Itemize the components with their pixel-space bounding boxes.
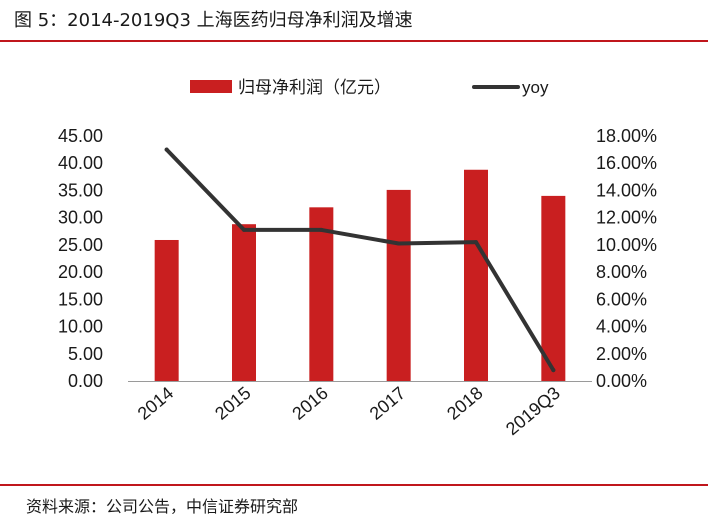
- right-tick-label: 2.00%: [596, 344, 647, 364]
- x-tick-label: 2017: [366, 383, 410, 424]
- left-tick-label: 15.00: [58, 289, 103, 309]
- right-tick-label: 6.00%: [596, 289, 647, 309]
- source-note: 资料来源：公司公告，中信证券研究部: [26, 497, 299, 516]
- bar: [309, 207, 334, 381]
- top-rule: [0, 40, 708, 42]
- legend-swatch-bar: [190, 80, 232, 93]
- bar: [386, 189, 411, 381]
- left-tick-label: 30.00: [58, 208, 103, 228]
- yoy-point: [319, 227, 324, 232]
- yoy-point: [474, 240, 478, 245]
- left-tick-label: 5.00: [68, 344, 103, 364]
- yoy-point: [164, 147, 169, 152]
- figure-title: 图 5：2014-2019Q3 上海医药归母净利润及增速: [14, 10, 413, 31]
- left-tick-label: 0.00: [68, 371, 103, 391]
- yoy-point: [551, 368, 556, 373]
- left-tick-label: 10.00: [58, 317, 103, 337]
- bar-series: [154, 169, 566, 381]
- bar: [541, 195, 566, 381]
- x-tick-label: 2019Q3: [502, 383, 564, 439]
- right-tick-label: 10.00%: [596, 235, 657, 255]
- right-tick-label: 16.00%: [596, 153, 657, 173]
- chart: 归母净利润（亿元） yoy 0.00 5.00 10.00 15.00 20.00 25.…: [58, 78, 657, 439]
- left-tick-label: 20.00: [58, 262, 103, 282]
- right-tick-label: 12.00%: [596, 208, 657, 228]
- legend-label-bar: 归母净利润（亿元）: [238, 78, 391, 97]
- bottom-rule: [0, 484, 708, 486]
- yoy-line: [164, 147, 556, 373]
- right-tick-label: 18.00%: [596, 126, 657, 146]
- x-tick-label: 2014: [134, 383, 178, 424]
- legend-label-line: yoy: [522, 78, 549, 97]
- yoy-point: [396, 241, 401, 246]
- right-tick-label: 0.00%: [596, 371, 647, 391]
- left-tick-label: 25.00: [58, 235, 103, 255]
- left-tick-label: 35.00: [58, 180, 103, 200]
- right-axis: 0.00% 2.00% 4.00% 6.00% 8.00% 10.00% 12.00% 14.…: [596, 126, 657, 391]
- x-tick-label: 2016: [288, 383, 332, 424]
- bar: [464, 169, 488, 381]
- yoy-point: [242, 227, 246, 232]
- left-tick-label: 45.00: [58, 126, 103, 146]
- right-tick-label: 14.00%: [596, 180, 657, 200]
- right-tick-label: 8.00%: [596, 262, 647, 282]
- x-tick-label: 2018: [443, 383, 487, 424]
- legend: 归母净利润（亿元） yoy: [190, 78, 549, 97]
- left-tick-label: 40.00: [58, 153, 103, 173]
- right-tick-label: 4.00%: [596, 317, 647, 337]
- bar: [232, 224, 256, 381]
- x-axis-labels: 2014 2015 2016 2017 2018 2019Q3: [134, 383, 564, 439]
- bar: [154, 239, 179, 381]
- left-axis: 0.00 5.00 10.00 15.00 20.00 25.00 30.00 35.00 40…: [58, 126, 103, 391]
- x-tick-label: 2015: [211, 383, 255, 424]
- yoy-line-series: [164, 147, 556, 373]
